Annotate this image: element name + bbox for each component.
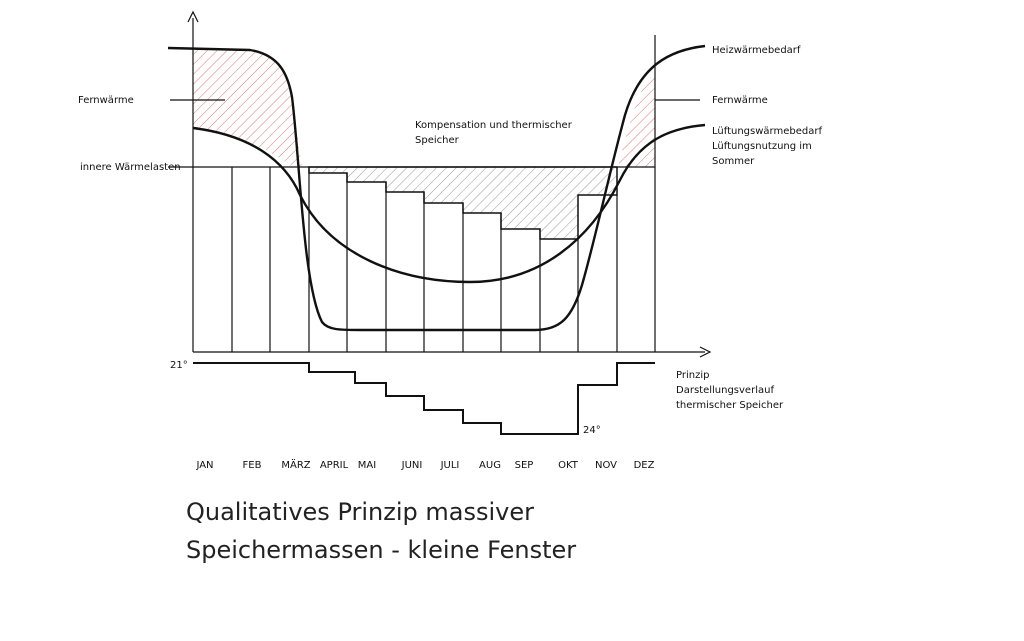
title: Qualitatives Prinzip massiver	[186, 498, 534, 526]
texts: Fernwärme innere Wärmelasten Kompensatio…	[78, 45, 822, 564]
label: Prinzip	[676, 370, 709, 381]
label: Lüftungsnutzung im	[712, 141, 812, 152]
drawing	[167, 10, 712, 435]
month-label: JUNI	[401, 460, 423, 471]
month-label: AUG	[479, 460, 501, 471]
label: Speicher	[415, 135, 460, 146]
label: Darstellungsverlauf	[676, 385, 774, 396]
month-label: JAN	[195, 460, 213, 471]
label: Heizwärmebedarf	[712, 45, 801, 56]
month-label: SEP	[515, 460, 534, 471]
label: Kompensation und thermischer	[415, 120, 573, 131]
label: Fernwärme	[78, 95, 134, 106]
month-label: APRIL	[320, 460, 349, 471]
month-label: MAI	[358, 460, 376, 471]
month-label: MÄRZ	[281, 458, 310, 471]
label: Sommer	[712, 156, 755, 167]
month-label: NOV	[595, 460, 617, 471]
label: 21°	[170, 360, 188, 371]
label: thermischer Speicher	[676, 400, 784, 411]
month-label: JULI	[440, 460, 460, 471]
label: Lüftungswärmebedarf	[712, 126, 822, 137]
label: Fernwärme	[712, 95, 768, 106]
label: innere Wärmelasten	[80, 162, 181, 173]
month-label: FEB	[243, 460, 262, 471]
title: Speichermassen - kleine Fenster	[186, 536, 576, 564]
label: 24°	[583, 425, 601, 436]
month-label: OKT	[558, 460, 579, 471]
month-label: DEZ	[634, 460, 655, 471]
